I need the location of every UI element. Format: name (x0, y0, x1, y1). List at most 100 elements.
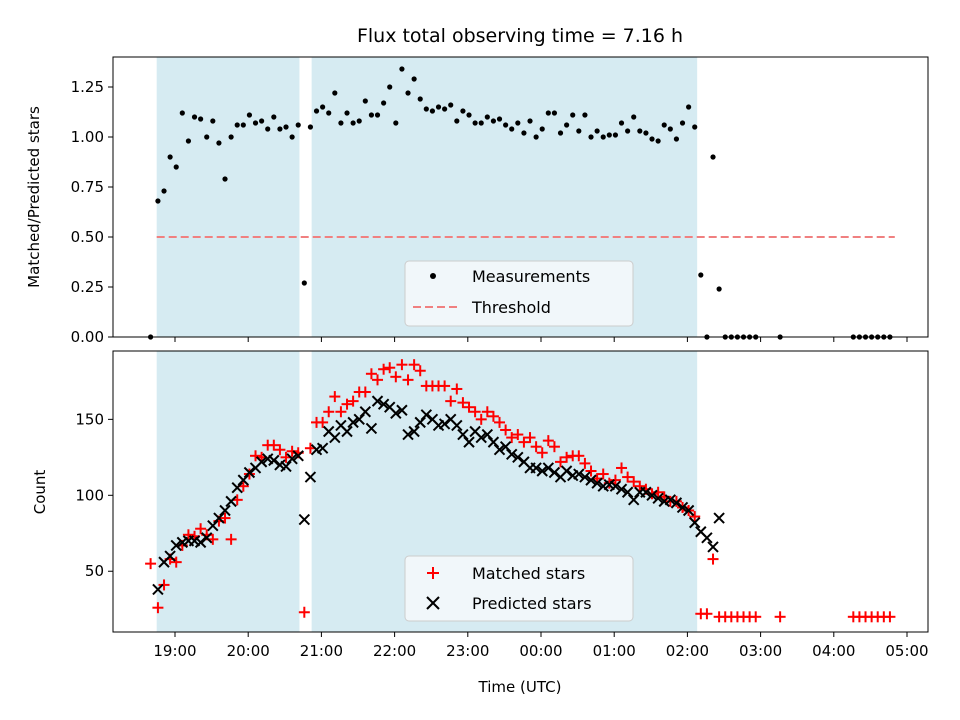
matched-star-point (335, 406, 347, 418)
measurement-point (643, 130, 649, 136)
predicted-star-point (670, 497, 683, 509)
top-y-tick-label: 0.75 (71, 178, 104, 196)
matched-star-point (487, 410, 499, 422)
x-tick-label: 00:00 (519, 642, 562, 660)
matched-star-point (542, 435, 554, 447)
predicted-star-point (286, 453, 298, 465)
measurement-point (423, 106, 429, 112)
measurement-point (185, 138, 192, 144)
matched-star-point (774, 611, 786, 623)
predicted-star-point (396, 404, 408, 416)
measurement-point (448, 102, 454, 108)
x-axis-label: Time (UTC) (478, 678, 562, 696)
measurement-point (368, 112, 375, 118)
measurement-point (307, 124, 314, 130)
matched-star-point (585, 465, 597, 477)
matched-star-point (451, 383, 463, 395)
matched-star-point (622, 471, 634, 483)
x-tick-label: 19:00 (153, 642, 196, 660)
matched-star-point (597, 468, 609, 480)
predicted-star-point (365, 422, 378, 435)
measurement-point (618, 120, 625, 126)
matched-star-point (298, 606, 310, 618)
top-y-tick-label: 1.00 (71, 128, 104, 146)
measurement-point (429, 108, 436, 114)
measurement-point (515, 120, 521, 126)
measurement-point (350, 120, 356, 126)
bottom-y-axis-label: Count (31, 470, 49, 515)
measurement-point (210, 118, 216, 124)
measurement-point (216, 140, 222, 146)
predicted-star-point (353, 413, 365, 426)
predicted-star-point (170, 539, 182, 552)
measurement-point (539, 126, 545, 132)
measurement-point (600, 134, 606, 140)
predicted-star-point (402, 428, 414, 441)
matched-star-point (145, 558, 157, 570)
measurement-point (265, 126, 271, 132)
predicted-star-point (207, 519, 219, 532)
matched-star-point (286, 445, 298, 457)
matched-star-point (225, 533, 237, 545)
measurement-point (582, 112, 588, 118)
matched-star-point (390, 371, 402, 383)
measurement-point (612, 132, 619, 138)
matched-star-point (500, 424, 512, 436)
measurement-point (320, 104, 326, 110)
measurement-point (204, 134, 210, 140)
matched-star-point (317, 416, 329, 428)
predicted-star-point (481, 428, 494, 441)
measurement-point (362, 98, 368, 104)
predicted-star-point (646, 489, 658, 502)
measurement-point (393, 120, 399, 126)
measurement-point (509, 126, 515, 132)
matched-star-point (402, 374, 414, 386)
predicted-star-points (152, 395, 725, 596)
measurement-point (374, 112, 381, 118)
x-tick-label: 02:00 (666, 642, 709, 660)
measurement-point (637, 128, 643, 134)
matched-star-point (445, 395, 457, 407)
legend-measurements-marker (430, 273, 436, 279)
measurement-point (271, 114, 277, 120)
measurement-point (417, 96, 423, 102)
matched-star-point (365, 368, 377, 380)
measurement-point (326, 110, 332, 116)
measurement-point (570, 112, 576, 118)
measurement-point (472, 120, 478, 126)
predicted-star-point (591, 477, 603, 489)
predicted-star-point (231, 481, 243, 494)
x-tick-label: 21:00 (300, 642, 343, 660)
predicted-star-point (390, 407, 402, 419)
matched-star-point (329, 391, 341, 403)
predicted-star-point (701, 532, 713, 544)
measurement-point (173, 164, 179, 170)
predicted-star-point (164, 550, 176, 562)
measurement-point (283, 124, 289, 130)
measurement-point (313, 108, 320, 114)
x-tick-label: 23:00 (446, 642, 489, 660)
measurement-point (167, 154, 173, 160)
measurement-point (252, 120, 259, 126)
bottom-legend-box (404, 555, 634, 622)
measurement-point (484, 114, 490, 120)
top-y-tick-label: 0.25 (71, 278, 104, 296)
matched-star-point (414, 365, 426, 377)
bottom-plot-frame (112, 350, 929, 633)
measurement-point (191, 114, 198, 120)
predicted-star-point (316, 442, 329, 454)
measurement-point (655, 138, 661, 144)
matched-star-point (457, 397, 469, 409)
predicted-star-point (420, 409, 433, 421)
matched-star-point (707, 553, 719, 565)
predicted-star-point (359, 406, 372, 418)
predicted-star-point (676, 501, 689, 514)
matched-star-point (341, 398, 353, 410)
top-x-ticks (174, 337, 908, 342)
bottom-y-tick-label: 100 (75, 486, 104, 504)
predicted-star-point (609, 480, 622, 492)
predicted-star-point (219, 504, 231, 517)
bottom-shaded-interval-0 (156, 351, 300, 632)
measurement-point (277, 126, 283, 132)
bottom-x-ticks: 19:00 20:00 21:00 22:00 23:00 00:00 01:00 02:00… (153, 632, 929, 660)
